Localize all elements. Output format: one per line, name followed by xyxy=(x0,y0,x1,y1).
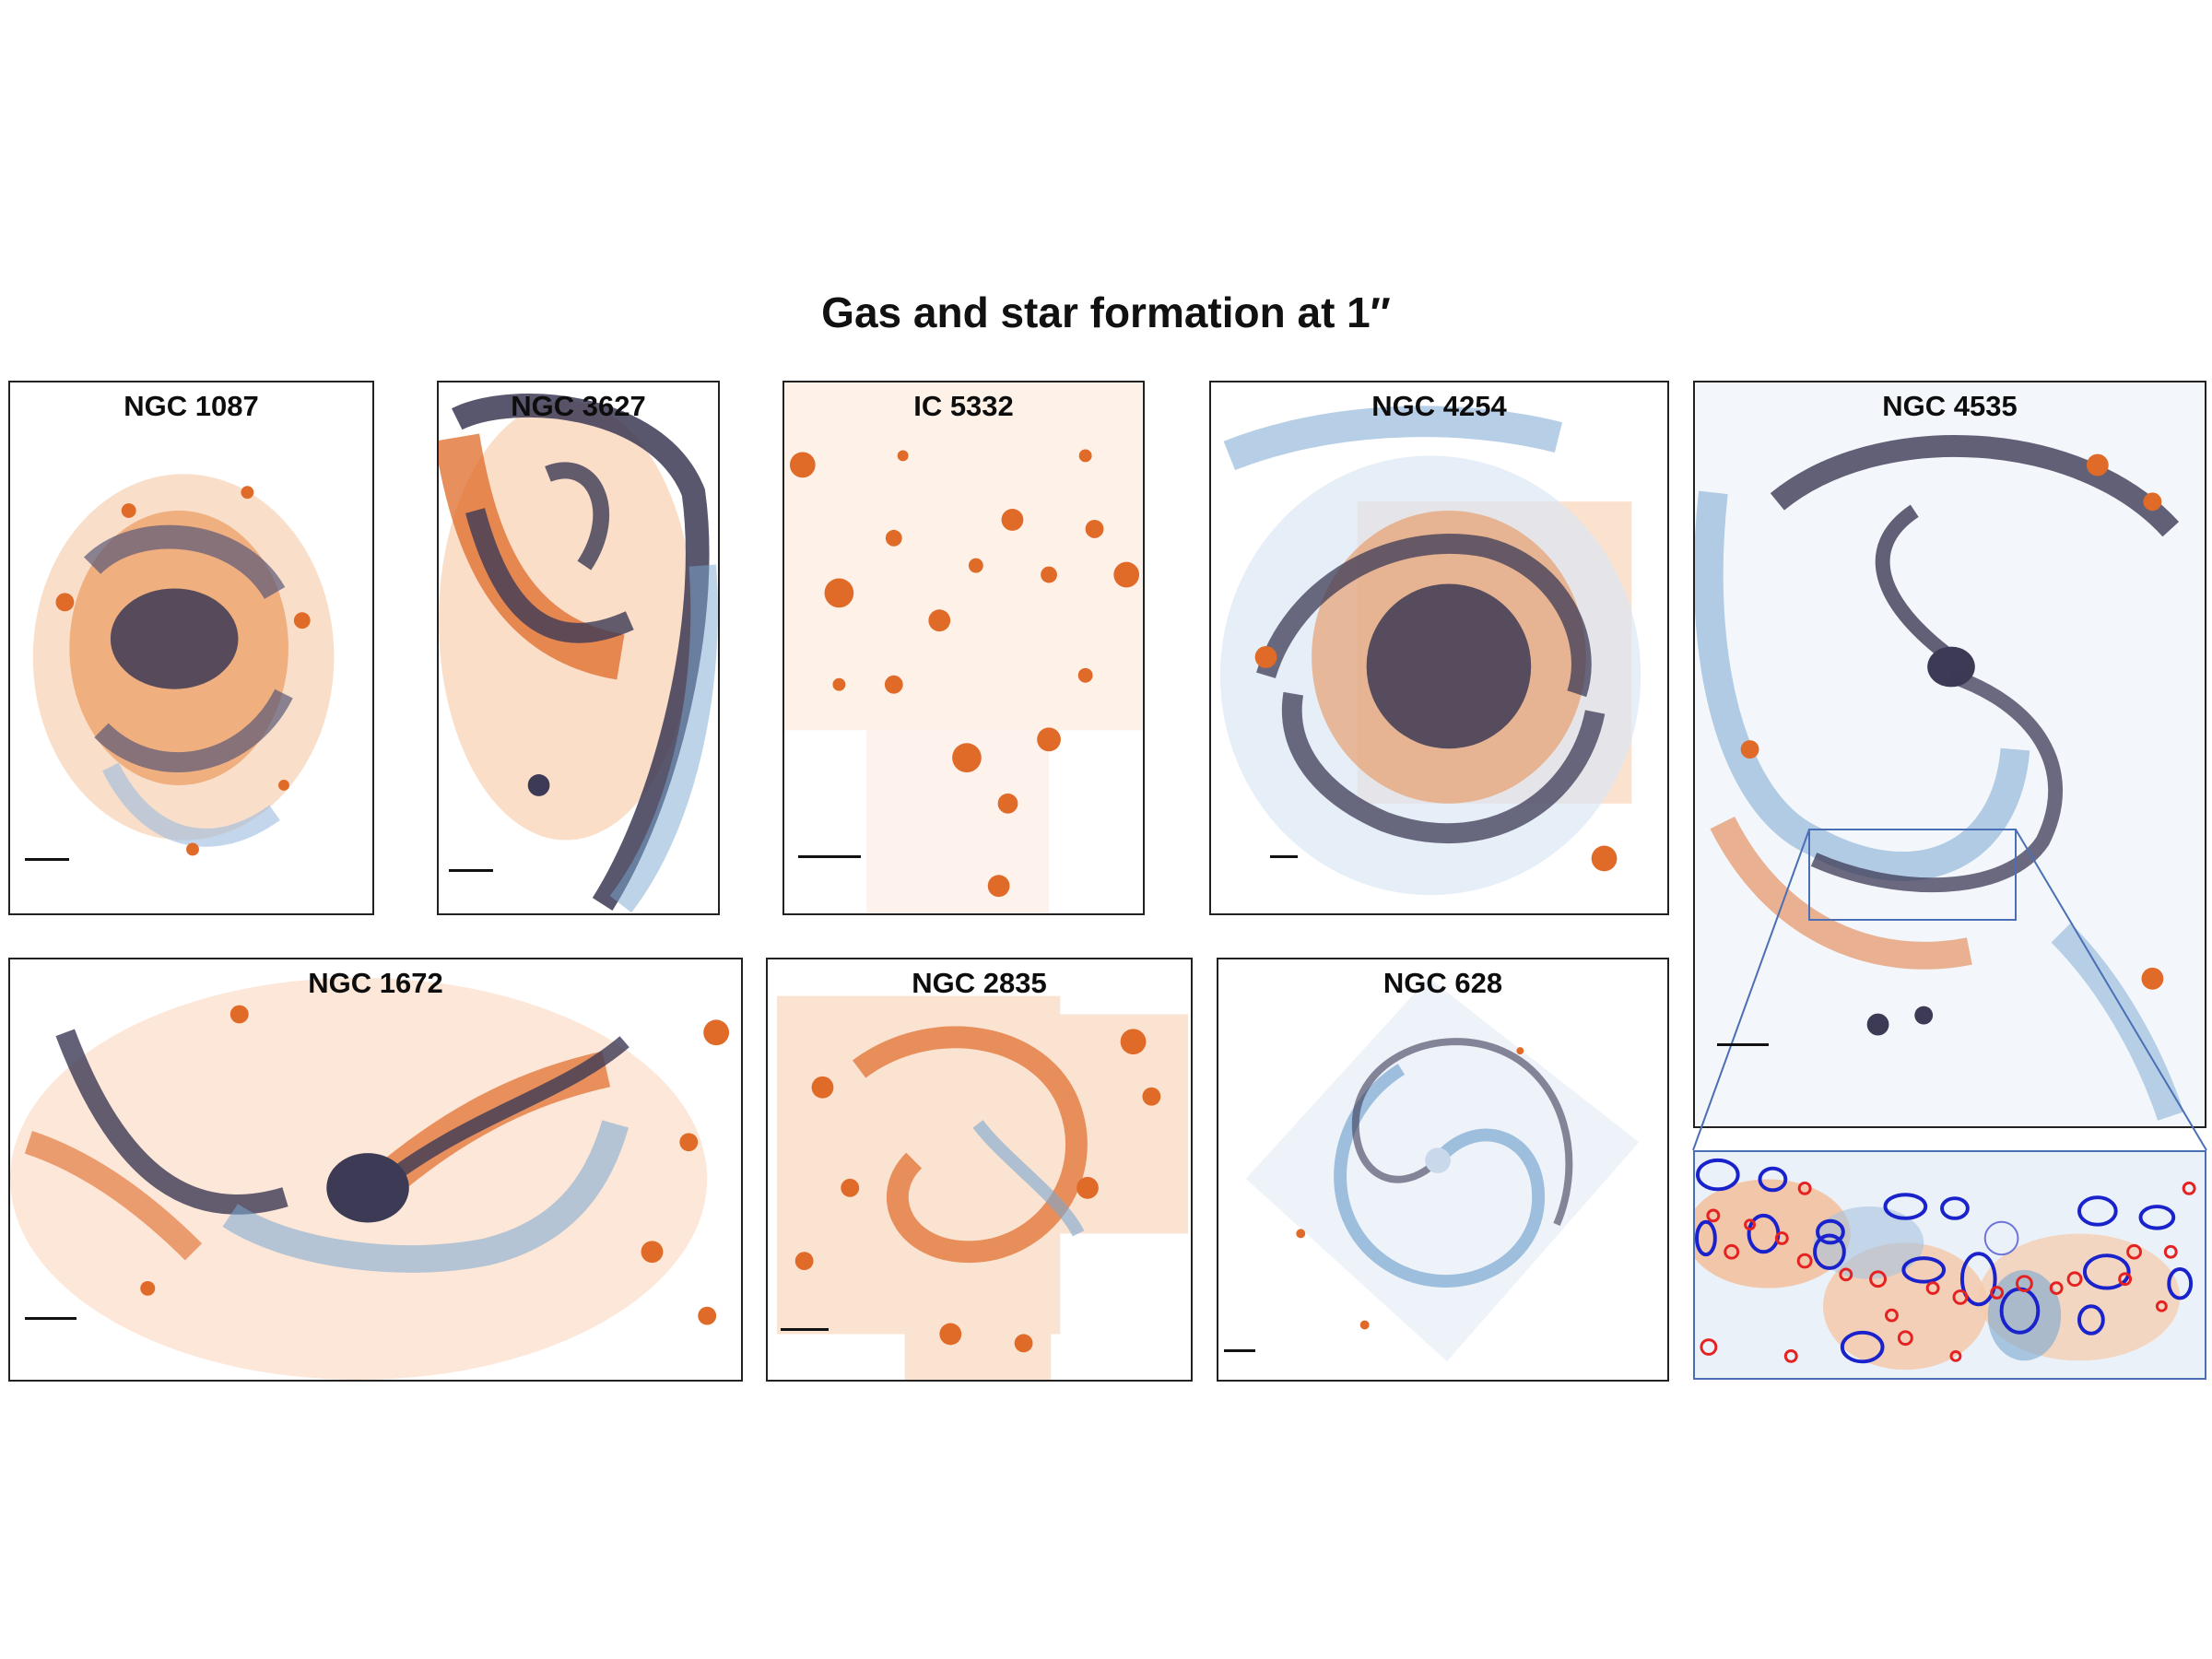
panel-ngc-2835: NGC 2835 xyxy=(766,958,1193,1382)
scale-bar xyxy=(1224,1349,1255,1352)
scale-bar xyxy=(25,1317,76,1320)
galaxy-image-ngc-1087 xyxy=(32,474,335,856)
scale-bar xyxy=(1717,1043,1769,1046)
panel-ngc-628: NGC 628 xyxy=(1217,958,1669,1382)
zoom-inset xyxy=(1693,1150,2206,1380)
panel-label: NGC 1672 xyxy=(308,967,443,999)
galaxy-image-ngc-628 xyxy=(1245,977,1640,1362)
panel-label: NGC 4254 xyxy=(1371,390,1507,422)
zoom-inset-image xyxy=(1695,1152,2205,1378)
figure-title: Gas and star formation at 1″ xyxy=(821,288,1391,336)
panel-label: NGC 628 xyxy=(1382,967,1503,999)
panel-ngc-4254: NGC 4254 xyxy=(1209,381,1669,915)
panel-label: NGC 4535 xyxy=(1882,390,2018,422)
scale-bar xyxy=(781,1328,829,1331)
galaxy-image-ngc-3627 xyxy=(439,382,718,913)
galaxy-image-ngc-2835 xyxy=(776,995,1189,1380)
panel-ngc-3627: NGC 3627 xyxy=(437,381,720,915)
panel-label: NGC 2835 xyxy=(912,967,1047,999)
panel-ngc-4535: NGC 4535 xyxy=(1693,381,2206,1128)
galaxy-image-ngc-1672 xyxy=(10,977,730,1380)
galaxy-image-ic-5332 xyxy=(784,382,1143,913)
panel-ngc-1087: NGC 1087 xyxy=(8,381,374,915)
galaxy-image-ngc-4254 xyxy=(1219,406,1641,896)
scale-bar xyxy=(1270,855,1298,858)
scale-bar xyxy=(449,869,493,872)
galaxy-image-ngc-4535 xyxy=(1695,382,2205,1126)
scale-bar xyxy=(25,858,69,861)
panel-label: NGC 1087 xyxy=(124,390,259,422)
panel-ngc-1672: NGC 1672 xyxy=(8,958,743,1382)
scale-bar xyxy=(798,855,861,858)
panel-label: NGC 3627 xyxy=(511,390,646,422)
panel-ic-5332: IC 5332 xyxy=(782,381,1145,915)
panel-label: IC 5332 xyxy=(913,390,1014,422)
